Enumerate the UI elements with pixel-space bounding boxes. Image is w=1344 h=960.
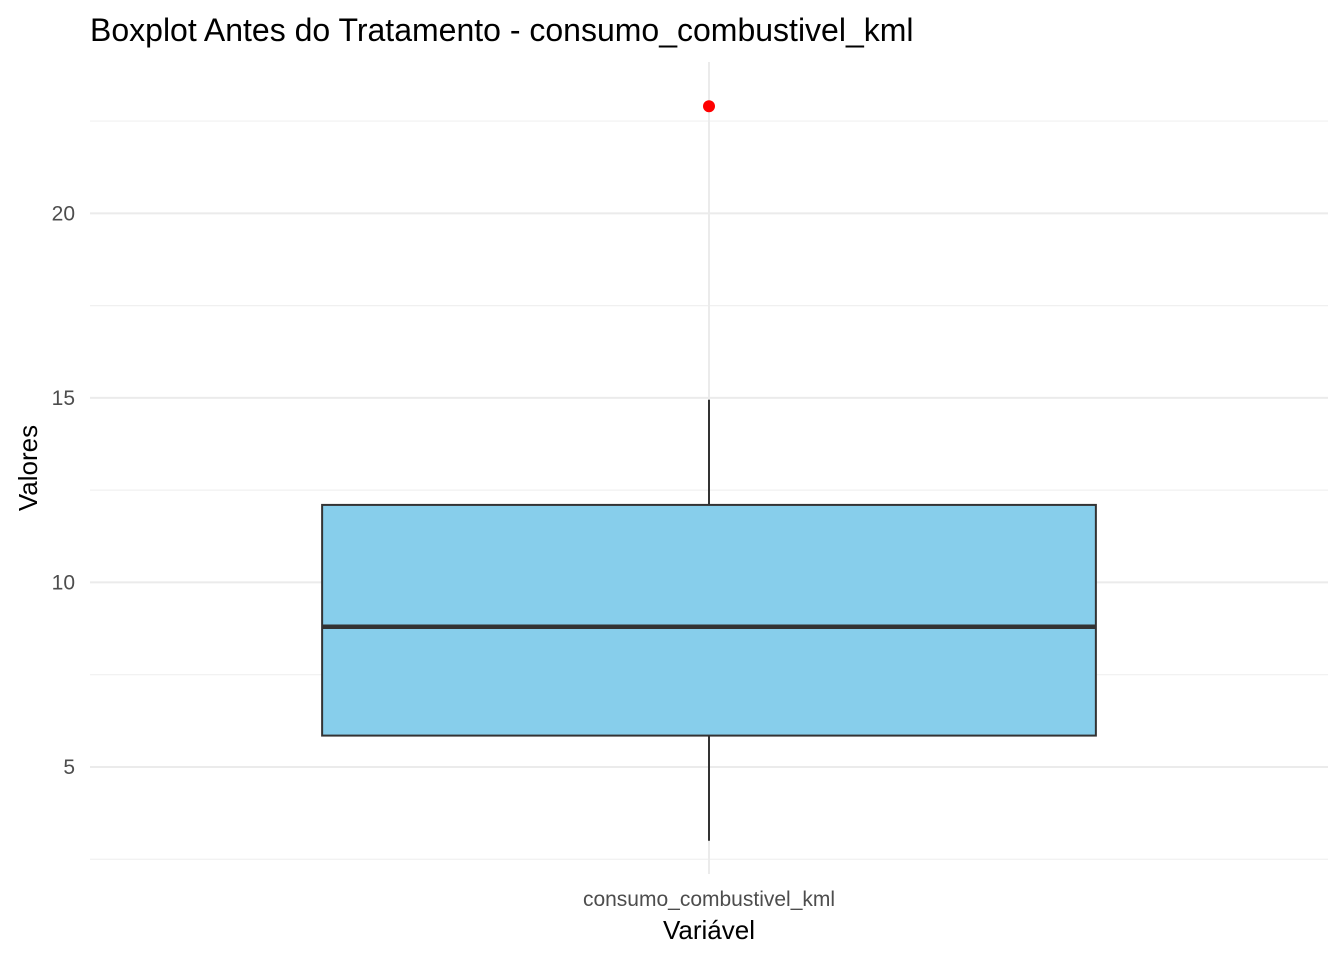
y-tick-label: 10 [52, 571, 75, 594]
y-tick-label: 15 [52, 387, 75, 410]
iqr-box [321, 503, 1097, 737]
y-axis-title: Valores [13, 425, 43, 511]
data-layer [321, 100, 1097, 841]
y-tick-label: 20 [52, 202, 75, 225]
chart-title: Boxplot Antes do Tratamento - consumo_co… [90, 12, 914, 48]
outlier-point [703, 100, 715, 113]
x-tick-label: consumo_combustivel_kml [583, 888, 835, 911]
y-tick-label: 5 [63, 756, 75, 779]
x-axis-title: Variável [663, 915, 755, 945]
tick-layer: 5 10 15 20 consumo_combustivel_kml [52, 202, 835, 911]
